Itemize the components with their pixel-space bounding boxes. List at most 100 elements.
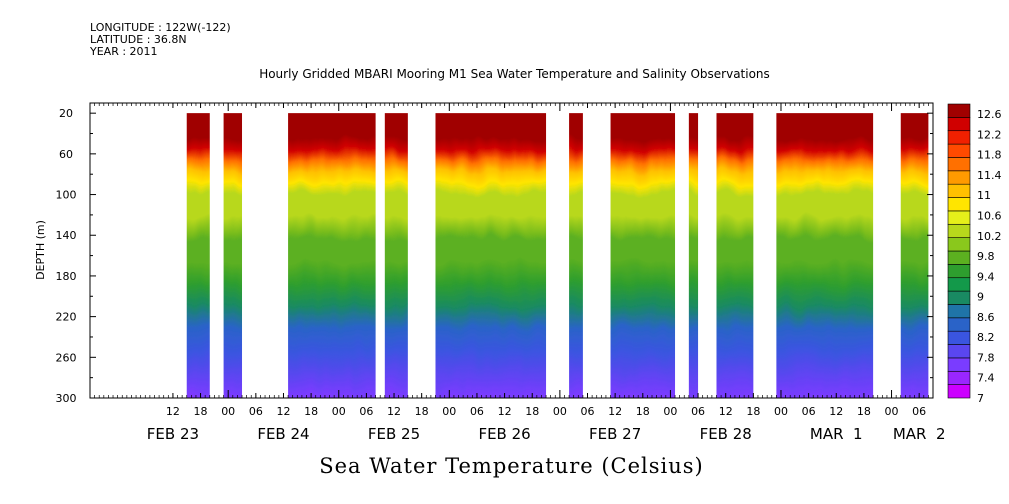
colorbar-label: 9.4 bbox=[977, 270, 995, 283]
colorbar-swatch bbox=[947, 264, 971, 279]
colorbar: 12.6 12.2 11.8 11.4 11 10.6 10.2 9.8 9.4 9 8.6 8.2 7… bbox=[947, 103, 1002, 405]
y-tick-label: 180 bbox=[56, 270, 77, 283]
colorbar-swatch bbox=[947, 357, 971, 372]
x-tick-label: 12 bbox=[387, 405, 401, 418]
data-segment bbox=[384, 113, 408, 398]
x-tick-label: 12 bbox=[166, 405, 180, 418]
y-tick-label: 60 bbox=[59, 148, 73, 161]
colorbar-swatch bbox=[947, 370, 971, 385]
x-tick-label: 12 bbox=[829, 405, 843, 418]
x-tick-label: 12 bbox=[608, 405, 622, 418]
x-tick-label: 06 bbox=[359, 405, 373, 418]
x-tick-label: 00 bbox=[885, 405, 899, 418]
colorbar-label: 8.6 bbox=[977, 311, 995, 324]
x-tick-label: 06 bbox=[470, 405, 484, 418]
data-segment bbox=[688, 113, 699, 398]
colorbar-swatch bbox=[947, 250, 971, 265]
data-segments bbox=[186, 113, 929, 398]
colorbar-label: 11.4 bbox=[977, 169, 1002, 182]
x-tick-label: 18 bbox=[636, 405, 650, 418]
x-day-label: FEB 23 bbox=[147, 425, 199, 443]
data-segment bbox=[223, 113, 243, 398]
x-tick-label: 00 bbox=[332, 405, 346, 418]
x-axis-label: Sea Water Temperature (Celsius) bbox=[319, 454, 704, 478]
x-day-label: FEB 24 bbox=[257, 425, 309, 443]
colorbar-swatch bbox=[947, 103, 971, 118]
x-day-label: FEB 28 bbox=[700, 425, 752, 443]
x-tick-label: 18 bbox=[415, 405, 429, 418]
axes: 20 60 100 140 180 220 260 300 12 18 00 06 12 18 00 06 12… bbox=[56, 102, 946, 443]
colorbar-label: 8.2 bbox=[977, 331, 995, 344]
data-segment bbox=[610, 113, 676, 398]
x-day-label: FEB 25 bbox=[368, 425, 420, 443]
y-tick-label: 100 bbox=[56, 189, 77, 202]
x-tick-label: 00 bbox=[774, 405, 788, 418]
colorbar-swatch bbox=[947, 117, 971, 132]
x-tick-label: 18 bbox=[194, 405, 208, 418]
x-day-label: MAR 1 bbox=[810, 425, 863, 443]
data-segment bbox=[776, 113, 874, 398]
colorbar-swatch bbox=[947, 277, 971, 292]
x-tick-label: 18 bbox=[304, 405, 318, 418]
colorbar-label: 11 bbox=[977, 189, 991, 202]
colorbar-swatch bbox=[947, 317, 971, 332]
colorbar-label: 12.2 bbox=[977, 128, 1002, 141]
x-tick-label: 12 bbox=[719, 405, 733, 418]
colorbar-swatch bbox=[947, 210, 971, 225]
colorbar-swatch bbox=[947, 344, 971, 359]
colorbar-swatch bbox=[947, 183, 971, 198]
colorbar-label: 7.8 bbox=[977, 351, 995, 364]
y-tick-label: 300 bbox=[56, 392, 77, 405]
x-day-label: MAR 2 bbox=[893, 425, 946, 443]
x-tick-label: 12 bbox=[498, 405, 512, 418]
data-segment bbox=[186, 113, 210, 398]
colorbar-label: 9.8 bbox=[977, 250, 995, 263]
colorbar-swatch bbox=[947, 384, 971, 399]
colorbar-label: 7 bbox=[977, 392, 984, 405]
x-tick-label: 06 bbox=[912, 405, 926, 418]
colorbar-swatch bbox=[947, 157, 971, 172]
x-tick-label: 00 bbox=[553, 405, 567, 418]
colorbar-swatch bbox=[947, 290, 971, 305]
x-tick-label: 18 bbox=[746, 405, 760, 418]
colorbar-swatch bbox=[947, 197, 971, 212]
colorbar-swatch bbox=[947, 223, 971, 238]
plot-frame bbox=[89, 102, 934, 399]
y-tick-label: 20 bbox=[59, 107, 73, 120]
data-segment bbox=[900, 113, 929, 398]
y-tick-label: 260 bbox=[56, 351, 77, 364]
data-segment bbox=[716, 113, 754, 398]
colorbar-swatch bbox=[947, 330, 971, 345]
year-label: YEAR : 2011 bbox=[90, 45, 158, 58]
x-tick-label: 06 bbox=[802, 405, 816, 418]
colorbar-label: 10.6 bbox=[977, 210, 1002, 223]
data-segment bbox=[435, 113, 547, 398]
y-axis-label: DEPTH (m) bbox=[34, 220, 47, 280]
x-tick-label: 00 bbox=[221, 405, 235, 418]
longitude-label: LONGITUDE : 122W(-122) bbox=[90, 21, 231, 34]
data-segment bbox=[288, 113, 376, 398]
colorbar-swatch bbox=[947, 170, 971, 185]
latitude-label: LATITUDE : 36.8N bbox=[90, 33, 187, 46]
colorbar-label: 12.6 bbox=[977, 108, 1002, 121]
x-tick-label: 00 bbox=[442, 405, 456, 418]
x-tick-label: 00 bbox=[663, 405, 677, 418]
x-tick-label: 18 bbox=[525, 405, 539, 418]
x-tick-label: 06 bbox=[691, 405, 705, 418]
colorbar-swatch bbox=[947, 304, 971, 319]
colorbar-label: 7.4 bbox=[977, 372, 995, 385]
colorbar-swatch bbox=[947, 143, 971, 158]
x-day-label: FEB 26 bbox=[478, 425, 530, 443]
colorbar-label: 9 bbox=[977, 291, 984, 304]
y-tick-label: 140 bbox=[56, 229, 77, 242]
colorbar-swatch bbox=[947, 130, 971, 145]
plot-metadata: LONGITUDE : 122W(-122) LATITUDE : 36.8N … bbox=[90, 22, 231, 58]
y-tick-label: 220 bbox=[56, 311, 77, 324]
chart-title: Hourly Gridded MBARI Mooring M1 Sea Wate… bbox=[259, 67, 770, 81]
x-tick-label: 12 bbox=[276, 405, 290, 418]
x-tick-label: 06 bbox=[581, 405, 595, 418]
data-segment bbox=[569, 113, 583, 398]
x-tick-label: 06 bbox=[249, 405, 263, 418]
colorbar-label: 11.8 bbox=[977, 149, 1002, 162]
